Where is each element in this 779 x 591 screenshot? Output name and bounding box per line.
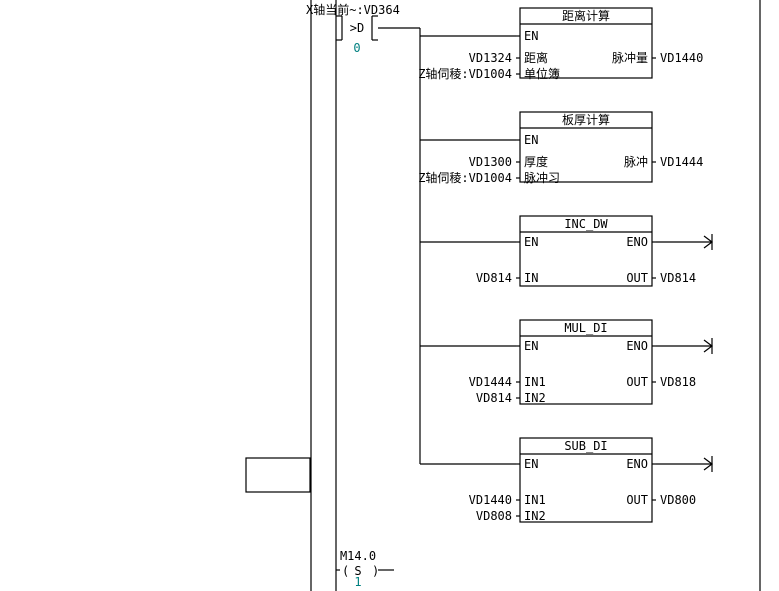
mul-di-rpin-OUT: OUT xyxy=(626,375,648,389)
sub-di-pin-EN: EN xyxy=(524,457,538,471)
thick-calc-rpin-脉冲: 脉冲 xyxy=(624,154,648,169)
sub-di-rext-OUT: VD800 xyxy=(660,493,696,507)
compare-label: X轴当前~:VD364 xyxy=(306,2,400,17)
mul-di-rpin-ENO: ENO xyxy=(626,339,648,353)
sub-di-pin-IN2: IN2 xyxy=(524,509,546,523)
compare-value: 0 xyxy=(353,41,360,55)
compare-op: >D xyxy=(350,21,364,35)
dist-calc-pin-距离: 距离 xyxy=(524,50,548,65)
thick-calc-rext-脉冲: VD1444 xyxy=(660,155,703,169)
inc-dw-rpin-ENO: ENO xyxy=(626,235,648,249)
mul-di-title: MUL_DI xyxy=(564,321,607,335)
thick-calc-pin-厚度: 厚度 xyxy=(524,154,548,169)
dist-calc-pin-EN: EN xyxy=(524,29,538,43)
thick-calc-pin-EN: EN xyxy=(524,133,538,147)
coil-open: ( xyxy=(342,564,349,578)
inc-dw-title: INC_DW xyxy=(564,217,608,231)
thick-calc-ext-厚度: VD1300 xyxy=(469,155,512,169)
inc-dw-pin-IN: IN xyxy=(524,271,538,285)
dist-calc-rpin-脉冲量: 脉冲量 xyxy=(612,50,648,65)
inc-dw-rext-OUT: VD814 xyxy=(660,271,696,285)
dist-calc-ext-距离: VD1324 xyxy=(469,51,512,65)
coil-close: ) xyxy=(372,564,379,578)
inc-dw-pin-EN: EN xyxy=(524,235,538,249)
thick-calc-pin-脉冲习: 脉冲习 xyxy=(524,170,560,185)
sub-di-rpin-OUT: OUT xyxy=(626,493,648,507)
mul-di-pin-IN2: IN2 xyxy=(524,391,546,405)
mul-di-pin-IN1: IN1 xyxy=(524,375,546,389)
sub-di-rpin-ENO: ENO xyxy=(626,457,648,471)
inc-dw-rpin-OUT: OUT xyxy=(626,271,648,285)
dist-calc-title: 距离计算 xyxy=(562,8,610,23)
mul-di-ext-IN2: VD814 xyxy=(476,391,512,405)
mul-di-rext-OUT: VD818 xyxy=(660,375,696,389)
sub-di-ext-IN1: VD1440 xyxy=(469,493,512,507)
mul-di-ext-IN1: VD1444 xyxy=(469,375,512,389)
sub-di-title: SUB_DI xyxy=(564,439,607,453)
thick-calc-title: 板厚计算 xyxy=(562,112,610,127)
coil-label: M14.0 xyxy=(340,549,376,563)
coil-value: 1 xyxy=(354,575,361,589)
dist-calc-pin-单位簿: 单位簿 xyxy=(524,66,560,81)
small-rect xyxy=(246,458,310,492)
sub-di-ext-IN2: VD808 xyxy=(476,509,512,523)
sub-di-pin-IN1: IN1 xyxy=(524,493,546,507)
dist-calc-rext-脉冲量: VD1440 xyxy=(660,51,703,65)
ladder-diagram: X轴当前~:VD364 >D 0 距离计算 EN 距离 VD1324 单位簿 Z轴伺稜:VD10… xyxy=(0,0,779,591)
mul-di-pin-EN: EN xyxy=(524,339,538,353)
thick-calc-ext-脉冲习: Z轴伺稜:VD1004 xyxy=(418,170,512,185)
inc-dw-ext-IN: VD814 xyxy=(476,271,512,285)
dist-calc-ext-单位簿: Z轴伺稜:VD1004 xyxy=(418,66,512,81)
